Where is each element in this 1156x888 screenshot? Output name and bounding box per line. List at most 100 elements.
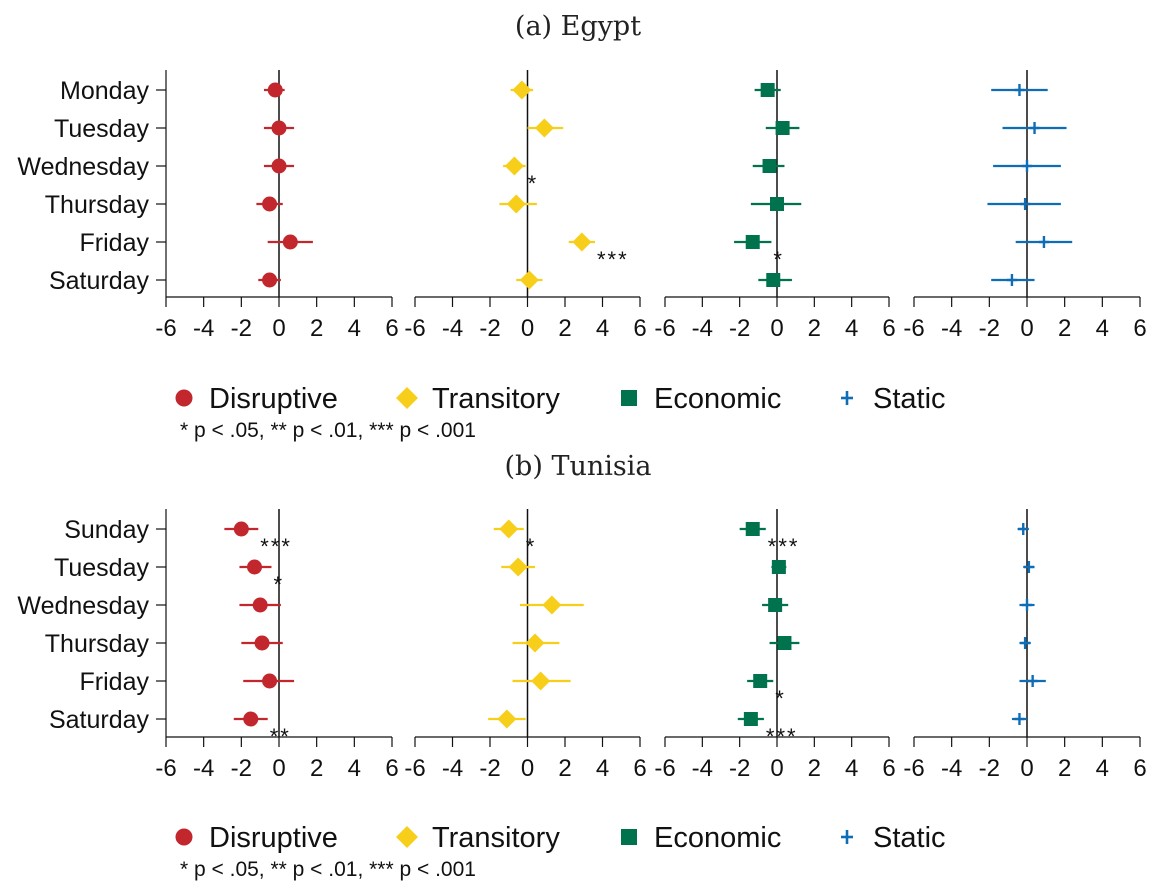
- legend-label: Disruptive: [209, 822, 338, 854]
- point-marker: [512, 81, 531, 100]
- point-marker: [509, 558, 528, 577]
- x-tick-label: 2: [1058, 755, 1071, 782]
- point-marker: [497, 710, 516, 729]
- point-marker: [520, 271, 539, 290]
- legend-square-icon: [621, 829, 637, 845]
- point-marker: [526, 634, 545, 653]
- day-label: Friday: [80, 229, 150, 257]
- point-marker: [253, 598, 268, 613]
- chart-group-1: (b) Tunisia Sunday Tuesday Wednesday Thursda…: [17, 451, 1146, 881]
- day-label: Saturday: [49, 267, 150, 295]
- significance-label: *: [775, 686, 786, 711]
- panel-static: -6 -4 -2 0 2 4 6: [903, 509, 1146, 782]
- x-tick-label: -6: [404, 315, 425, 342]
- legend: Disruptive Transitory Economic Static * p < …: [176, 822, 946, 881]
- x-tick-label: -6: [654, 315, 675, 342]
- x-tick-label: 6: [1133, 755, 1146, 782]
- point-marker: [772, 560, 786, 574]
- panel-economic: -6 -4 -2 0 2 4 6*******: [654, 509, 895, 782]
- x-tick-label: 6: [633, 755, 646, 782]
- point-marker: [761, 83, 775, 97]
- x-tick-label: 4: [596, 315, 609, 342]
- day-label: Monday: [60, 77, 149, 105]
- point-marker: [746, 235, 760, 249]
- x-tick-label: 4: [845, 315, 858, 342]
- x-tick-label: -4: [941, 315, 962, 342]
- day-label: Tuesday: [54, 115, 149, 143]
- panel-disruptive: -6 -4 -2 0 2 4 6******: [155, 509, 398, 782]
- point-marker: [542, 596, 561, 615]
- x-tick-label: 2: [558, 315, 571, 342]
- point-marker: [272, 159, 287, 174]
- day-label: Thursday: [45, 191, 150, 219]
- legend-square-icon: [621, 390, 637, 406]
- x-tick-label: -4: [193, 755, 214, 782]
- x-tick-label: -6: [155, 315, 176, 342]
- significance-label: ***: [260, 534, 292, 559]
- significance-label: *: [773, 247, 784, 272]
- significance-label: ***: [766, 724, 798, 749]
- x-tick-label: 0: [272, 315, 285, 342]
- x-tick-label: 4: [348, 755, 361, 782]
- day-label: Thursday: [45, 630, 150, 658]
- panel-static: -6 -4 -2 0 2 4 6: [903, 70, 1146, 342]
- point-marker: [262, 273, 277, 288]
- point-marker: [768, 598, 782, 612]
- x-tick-label: 6: [882, 315, 895, 342]
- panel-transitory: -6 -4 -2 0 2 4 6****: [404, 70, 646, 342]
- panel-disruptive: -6 -4 -2 0 2 4 6: [155, 70, 398, 342]
- point-marker: [770, 197, 784, 211]
- x-tick-label: -6: [155, 755, 176, 782]
- legend-diamond-icon: [396, 387, 418, 409]
- point-marker: [776, 121, 790, 135]
- legend-label: Economic: [654, 383, 781, 415]
- x-tick-label: 2: [808, 315, 821, 342]
- x-tick-label: 6: [882, 755, 895, 782]
- point-marker: [746, 522, 760, 536]
- x-tick-label: 4: [596, 755, 609, 782]
- day-label: Sunday: [64, 516, 149, 544]
- point-marker: [243, 712, 258, 727]
- point-marker: [272, 121, 287, 136]
- significance-label: ***: [768, 534, 800, 559]
- point-marker: [283, 235, 298, 250]
- x-tick-label: -6: [404, 755, 425, 782]
- point-marker: [531, 672, 550, 691]
- day-label: Wednesday: [17, 153, 149, 181]
- point-marker: [262, 197, 277, 212]
- significance-label: ***: [597, 247, 629, 272]
- panel-transitory: -6 -4 -2 0 2 4 6 *: [404, 509, 646, 782]
- x-tick-label: -2: [479, 315, 500, 342]
- x-tick-label: -2: [479, 755, 500, 782]
- point-marker: [766, 273, 780, 287]
- legend-label: Static: [873, 822, 946, 854]
- point-marker: [262, 674, 277, 689]
- x-tick-label: -2: [231, 755, 252, 782]
- x-tick-label: -4: [442, 315, 463, 342]
- x-tick-label: 4: [1096, 755, 1109, 782]
- day-label: Saturday: [49, 706, 150, 734]
- significance-label: *: [528, 171, 539, 196]
- point-marker: [744, 712, 758, 726]
- x-tick-label: 0: [521, 315, 534, 342]
- x-tick-label: 2: [558, 755, 571, 782]
- x-tick-label: -2: [979, 755, 1000, 782]
- legend-label: Static: [873, 383, 946, 415]
- chart-title: (b) Tunisia: [505, 451, 652, 482]
- panel-economic: -6 -4 -2 0 2 4 6 *: [654, 70, 895, 342]
- x-tick-label: -2: [979, 315, 1000, 342]
- x-tick-label: -2: [231, 315, 252, 342]
- x-tick-label: -6: [903, 315, 924, 342]
- x-tick-label: 2: [1058, 315, 1071, 342]
- x-tick-label: 6: [1133, 315, 1146, 342]
- legend-circle-icon: [176, 390, 193, 407]
- day-label: Wednesday: [17, 592, 149, 620]
- significance-label: **: [270, 724, 291, 749]
- x-tick-label: 2: [310, 315, 323, 342]
- point-marker: [247, 560, 262, 575]
- legend-label: Transitory: [432, 822, 560, 854]
- legend-circle-icon: [176, 829, 193, 846]
- legend-label: Economic: [654, 822, 781, 854]
- significance-note: * p < .05, ** p < .01, *** p < .001: [180, 419, 476, 442]
